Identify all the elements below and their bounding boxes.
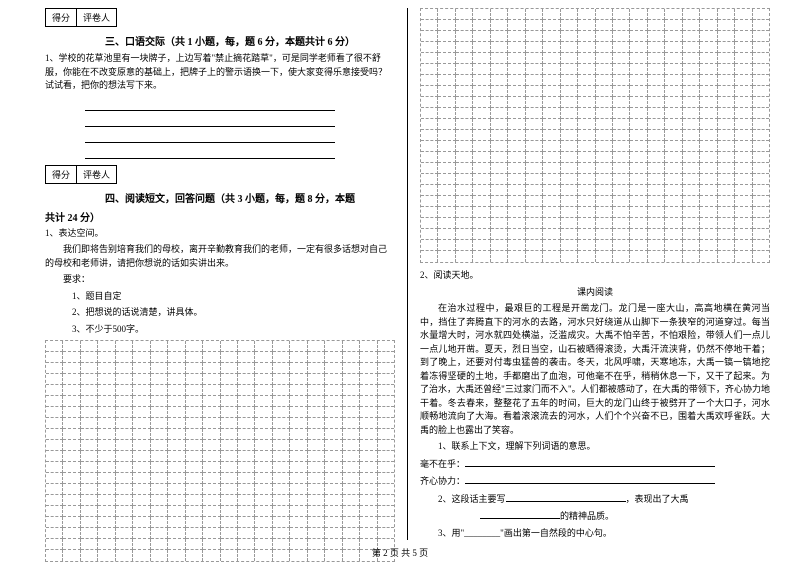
score-box-1: 得分 评卷人 [45, 8, 117, 27]
req-2: 2、把想说的话说清楚，讲具体。 [72, 306, 395, 320]
writing-grid-right [420, 8, 770, 263]
reviewer-label: 评卷人 [77, 166, 116, 183]
score-label: 得分 [46, 9, 77, 26]
word2-label: 齐心协力： [420, 476, 465, 486]
score-box-2: 得分 评卷人 [45, 165, 117, 184]
word2-row: 齐心协力： [420, 474, 770, 489]
q4-1-intro: 我们即将告别培育我们的母校，离开辛勤教育我们的老师，一定有很多话想对自己的母校和… [45, 243, 395, 270]
page-container: 得分 评卷人 三、口语交际（共 1 小题，每，题 6 分，本题共计 6 分） 1… [0, 0, 800, 540]
reading-subtitle: 课内阅读 [420, 286, 770, 300]
line [85, 147, 335, 159]
q3-1-text: 1、学校的花草池里有一块牌子，上边写着"禁止摘花踏草"，可是同学老师看了很不舒服… [45, 52, 395, 93]
sub-q2-b: ，表现出了大禹 [626, 494, 689, 504]
word1-label: 毫不在乎： [420, 459, 465, 469]
q4-1-label: 1、表达空间。 [45, 227, 395, 241]
req-3: 3、不少于500字。 [72, 323, 395, 337]
blank [506, 492, 626, 502]
line [85, 99, 335, 111]
blank [465, 457, 715, 467]
q2-label: 2、阅读天地。 [420, 269, 770, 283]
writing-grid-left [45, 340, 395, 562]
left-column: 得分 评卷人 三、口语交际（共 1 小题，每，题 6 分，本题共计 6 分） 1… [45, 8, 407, 540]
blank [465, 474, 715, 484]
section-4-title-cont: 共计 24 分） [45, 209, 395, 224]
sub-q1: 1、联系上下文，理解下列词语的意思。 [420, 440, 770, 454]
line [85, 115, 335, 127]
sub-q2-row2: 的精神品质。 [420, 509, 770, 524]
right-column: 2、阅读天地。 课内阅读 在治水过程中，最艰巨的工程是开凿龙门。龙门是一座大山，… [407, 8, 770, 540]
section-3-title: 三、口语交际（共 1 小题，每，题 6 分，本题共计 6 分） [105, 33, 395, 48]
sub-q2-c: 的精神品质。 [560, 511, 614, 521]
sub-q2-row: 2、这段话主要写 ，表现出了大禹 [420, 492, 770, 507]
section-4-title: 四、阅读短文，回答问题（共 3 小题，每，题 8 分，本题 [105, 190, 395, 205]
line [85, 131, 335, 143]
req-1: 1、题目自定 [72, 290, 395, 304]
reading-passage: 在治水过程中，最艰巨的工程是开凿龙门。龙门是一座大山，高高地横在黄河当中，挡住了… [420, 302, 770, 437]
sub-q2-a: 2、这段话主要写 [438, 494, 506, 504]
page-footer: 第 2 页 共 5 页 [0, 546, 800, 559]
req-label: 要求： [45, 273, 395, 287]
answer-lines-1 [85, 99, 395, 159]
reviewer-label: 评卷人 [77, 9, 116, 26]
word1-row: 毫不在乎： [420, 457, 770, 472]
blank [480, 509, 560, 519]
sub-q3: 3、用"________"画出第一自然段的中心句。 [420, 527, 770, 541]
score-label: 得分 [46, 166, 77, 183]
